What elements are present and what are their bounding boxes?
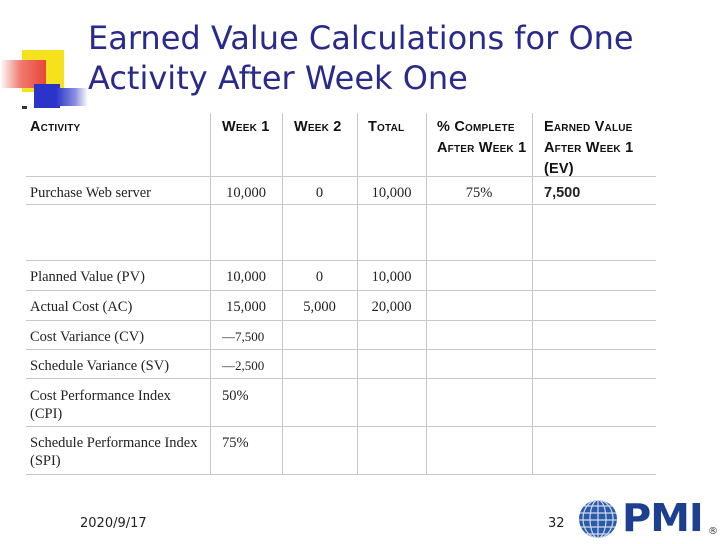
row-label-cpi: Cost Performance Index (CPI) — [30, 388, 171, 422]
activity-week-2: 0 — [315, 185, 324, 201]
row-label-ac: Actual Cost (AC) — [30, 299, 133, 315]
page-title: Earned Value Calculations for One Activi… — [88, 19, 634, 97]
table-rule — [357, 113, 358, 475]
activity-name: Purchase Web server — [30, 185, 151, 201]
row-label-pv: Planned Value (PV) — [30, 269, 145, 285]
table-rule — [532, 113, 533, 475]
table-rule — [26, 474, 656, 475]
table-rule — [26, 260, 656, 261]
table-rule — [26, 176, 656, 177]
table-rule — [26, 426, 656, 427]
decor-red-bar — [0, 60, 46, 88]
pmi-logo-text: PMI — [622, 496, 704, 540]
pmi-logo: PMI ® — [578, 496, 720, 544]
ac-total: 20,000 — [371, 299, 412, 315]
table-rule — [210, 113, 211, 475]
table-rule — [426, 113, 427, 475]
activity-week-1: 10,000 — [226, 185, 266, 201]
header-earned-value: Earned Value After Week 1 (EV) — [544, 119, 634, 177]
cpi-week-1: 50% — [222, 388, 249, 404]
table-rule — [282, 113, 283, 475]
row-label-sv: Schedule Variance (SV) — [30, 358, 170, 374]
table-rule — [26, 320, 656, 321]
header-week-1: Week 1 — [222, 119, 270, 135]
earned-value-table: Activity Week 1 Week 2 Total % Complete … — [26, 113, 656, 475]
table-rule — [26, 349, 656, 350]
pv-week-1: 10,000 — [226, 269, 266, 285]
ac-week-2: 5,000 — [303, 299, 336, 315]
footer-date: 2020/9/17 — [80, 516, 147, 531]
header-week-2: Week 2 — [294, 119, 342, 135]
header-activity: Activity — [30, 119, 81, 135]
decor-blue-square — [34, 84, 60, 108]
table-rule — [26, 204, 656, 205]
ac-week-1: 15,000 — [226, 299, 266, 315]
spi-week-1: 75% — [222, 435, 249, 451]
cv-week-1: —7,500 — [222, 329, 265, 344]
activity-earned-value: 7,500 — [544, 185, 581, 201]
activity-percent-complete: 75% — [465, 185, 493, 201]
table-rule — [26, 378, 656, 379]
pmi-globe-icon — [579, 500, 617, 538]
decor-blue-bar — [56, 88, 88, 106]
registered-mark: ® — [708, 526, 718, 537]
header-percent-complete: % Complete After Week 1 — [437, 119, 527, 156]
row-label-cv: Cost Variance (CV) — [30, 329, 145, 345]
footer-page-number: 32 — [548, 516, 565, 531]
pv-total: 10,000 — [371, 269, 412, 285]
table-rule — [26, 290, 656, 291]
activity-total: 10,000 — [371, 185, 412, 201]
header-total: Total — [368, 119, 405, 135]
decor-small-dash — [22, 106, 27, 109]
pv-week-2: 0 — [315, 269, 324, 285]
row-label-spi: Schedule Performance Index (SPI) — [30, 435, 198, 469]
sv-week-1: —2,500 — [222, 358, 265, 373]
